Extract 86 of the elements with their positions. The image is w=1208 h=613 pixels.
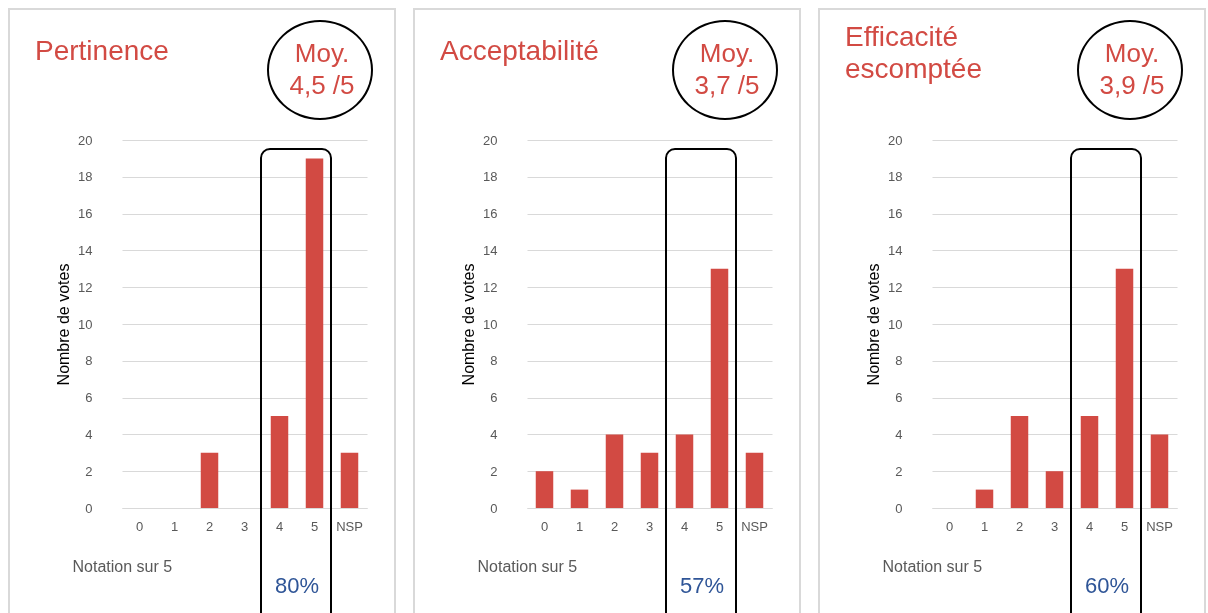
bar [200,452,219,508]
x-tick-label: 1 [575,518,584,534]
text: 60% [1084,573,1130,598]
x-axis-title: Notation sur 5 [72,557,173,575]
bar [1115,268,1134,508]
x-tick-label: 5 [1120,518,1129,534]
x-tick-label: 2 [610,518,619,534]
bar [340,452,359,508]
x-tick-label: 4 [1085,518,1094,534]
x-tick-label: 2 [205,518,214,534]
x-tick-label: 3 [240,518,249,534]
bar [745,452,764,508]
bar [605,434,624,508]
x-tick-label: 1 [980,518,989,534]
text: Moy. 3,7 /5 [694,38,760,100]
y-tick-label: 20 [888,132,903,148]
y-tick-label: 10 [78,316,93,332]
y-tick-label: 12 [78,279,93,295]
x-tick-label: 3 [1050,518,1059,534]
text: 57% [679,573,725,598]
y-tick-label: 2 [895,463,903,479]
y-tick-label: 12 [888,279,903,295]
x-tick-label: 0 [945,518,954,534]
bar [1150,434,1169,508]
x-tick-label: NSP [1146,518,1173,534]
y-tick-label: 2 [490,463,498,479]
x-axis-title: Notation sur 5 [882,557,983,575]
y-tick-label: 0 [490,500,498,516]
y-tick-label: 20 [483,132,498,148]
bar [1045,471,1064,508]
y-tick-label: 16 [78,206,93,222]
y-tick-label: 0 [895,500,903,516]
y-tick-label: 2 [85,463,93,479]
y-tick-label: 14 [78,242,93,258]
bar [975,489,994,508]
bar [710,268,729,508]
y-tick-label: 18 [888,169,903,185]
bar [1080,416,1099,508]
x-tick-label: 4 [680,518,689,534]
y-tick-label: 14 [888,242,903,258]
chart-title: Pertinence [35,35,169,66]
y-tick-label: 8 [895,353,903,369]
y-tick-label: 16 [483,206,498,222]
y-tick-label: 14 [483,242,498,258]
bar [270,416,289,508]
bar [640,452,659,508]
x-tick-label: 1 [170,518,179,534]
y-axis-title: Nombre de votes [55,263,73,386]
bar [675,434,694,508]
x-tick-label: 0 [540,518,549,534]
bar [1010,416,1029,508]
x-tick-label: 5 [310,518,319,534]
x-tick-label: 0 [135,518,144,534]
text: Moy. 3,9 /5 [1099,38,1165,100]
bar [570,489,589,508]
y-tick-label: 8 [85,353,93,369]
y-tick-label: 4 [895,426,903,442]
y-tick-label: 6 [85,390,93,406]
y-tick-label: 18 [78,169,93,185]
text: 80% [274,573,320,598]
y-tick-label: 6 [490,390,498,406]
y-tick-label: 20 [78,132,93,148]
y-tick-label: 12 [483,279,498,295]
bar [305,158,324,508]
y-axis-title: Nombre de votes [460,263,478,386]
bar [535,471,554,508]
chart-title: Efficacité escomptée [845,21,982,84]
y-tick-label: 0 [85,500,93,516]
y-axis-title: Nombre de votes [865,263,883,386]
y-tick-label: 4 [490,426,498,442]
y-tick-label: 16 [888,206,903,222]
y-tick-label: 4 [85,426,93,442]
y-tick-label: 18 [483,169,498,185]
x-axis-title: Notation sur 5 [477,557,578,575]
x-tick-label: 3 [645,518,654,534]
y-tick-label: 6 [895,390,903,406]
y-tick-label: 10 [483,316,498,332]
y-tick-label: 8 [490,353,498,369]
x-tick-label: 5 [715,518,724,534]
chart-title: Acceptabilité [440,35,599,66]
y-tick-label: 10 [888,316,903,332]
x-tick-label: 2 [1015,518,1024,534]
x-tick-label: NSP [741,518,768,534]
x-tick-label: 4 [275,518,284,534]
text: Moy. 4,5 /5 [289,38,355,100]
x-tick-label: NSP [336,518,363,534]
